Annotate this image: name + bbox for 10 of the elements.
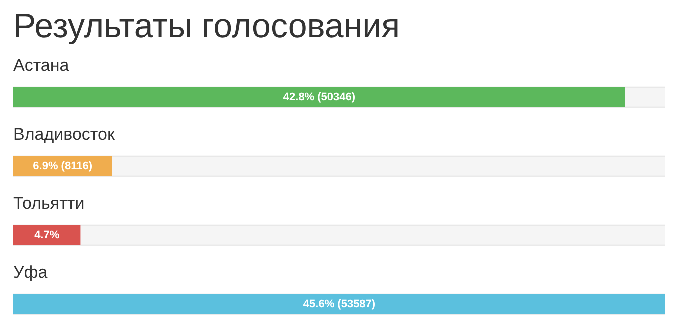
chart-title: Результаты голосования [14,8,400,46]
data-label: 42.8% (50346) [283,91,356,104]
data-label: 45.6% (53587) [303,298,376,310]
y-tick-label: Уфа [14,263,48,282]
y-tick-label: Тольятти [14,194,85,214]
bar [14,225,81,246]
data-label: 6.9% (8116) [33,160,93,172]
y-tick-label: Астана [14,56,70,76]
y-tick-label: Владивосток [14,125,116,144]
data-label: 4.7% [34,229,60,242]
